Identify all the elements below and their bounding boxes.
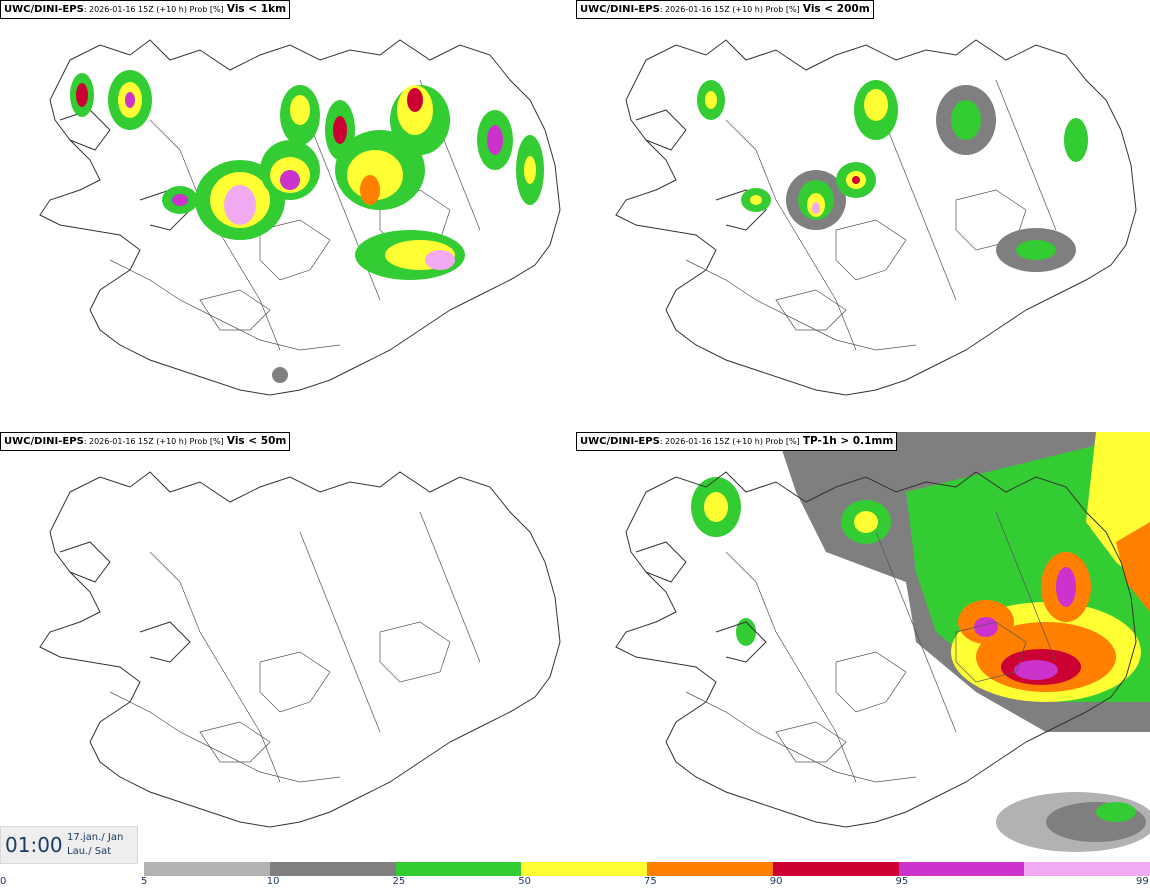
iceland-map-vis-50m — [39, 471, 561, 828]
probability-blobs — [697, 80, 1088, 272]
iceland-map-vis-1km — [39, 39, 561, 396]
precip-field — [691, 432, 1150, 852]
panel-title: UWC/DINI-EPS: 2026-01-16 15Z (+10 h) Pro… — [576, 0, 874, 19]
colorbar-tick: 90 — [769, 876, 783, 887]
valid-date: 17.jan./ Jan — [67, 832, 124, 843]
timestamp-box: 01:00 17.jan./ Jan Lau./ Sat — [0, 826, 138, 864]
panel-title: UWC/DINI-EPS: 2026-01-16 15Z (+10 h) Pro… — [576, 432, 898, 451]
colorbar-tick: 5 — [141, 876, 148, 887]
valid-time: 01:00 — [5, 833, 63, 857]
map-panel-vis-50m: UWC/DINI-EPS: 2026-01-16 15Z (+10 h) Pro… — [0, 432, 574, 862]
colorbar-tick: 75 — [644, 876, 657, 887]
colorbar-segment-0 — [144, 862, 270, 876]
colorbar-tick: 0 — [0, 876, 7, 887]
panel-title: UWC/DINI-EPS: 2026-01-16 15Z (+10 h) Pro… — [0, 432, 291, 451]
colorbar-segment-3 — [521, 862, 647, 876]
colorbar-segment-5 — [772, 862, 899, 876]
panel-title: UWC/DINI-EPS: 2026-01-16 15Z (+10 h) Pro… — [0, 0, 291, 19]
iceland-map-tp-1h — [615, 432, 1150, 852]
colorbar-segment-7 — [1024, 862, 1150, 876]
colorbar-tick: 25 — [392, 876, 406, 887]
colorbar-tick: 10 — [266, 876, 280, 887]
colorbar-tick: 50 — [518, 876, 531, 887]
probability-colorbar — [144, 862, 1150, 876]
colorbar-segment-1 — [269, 862, 396, 876]
map-panel-vis-1km: UWC/DINI-EPS: 2026-01-16 15Z (+10 h) Pro… — [0, 0, 574, 430]
colorbar-tick: 95 — [895, 876, 909, 887]
colorbar-tick: 99 — [1136, 876, 1149, 887]
iceland-map-vis-200m — [615, 39, 1137, 396]
colorbar-segment-4 — [647, 862, 773, 876]
colorbar-segment-6 — [898, 862, 1025, 876]
probability-blobs — [70, 70, 544, 383]
colorbar-segment-2 — [395, 862, 522, 876]
valid-weekday: Lau./ Sat — [67, 846, 112, 857]
map-panel-vis-200m: UWC/DINI-EPS: 2026-01-16 15Z (+10 h) Pro… — [576, 0, 1150, 430]
map-panel-tp-1h: UWC/DINI-EPS: 2026-01-16 15Z (+10 h) Pro… — [576, 432, 1150, 862]
